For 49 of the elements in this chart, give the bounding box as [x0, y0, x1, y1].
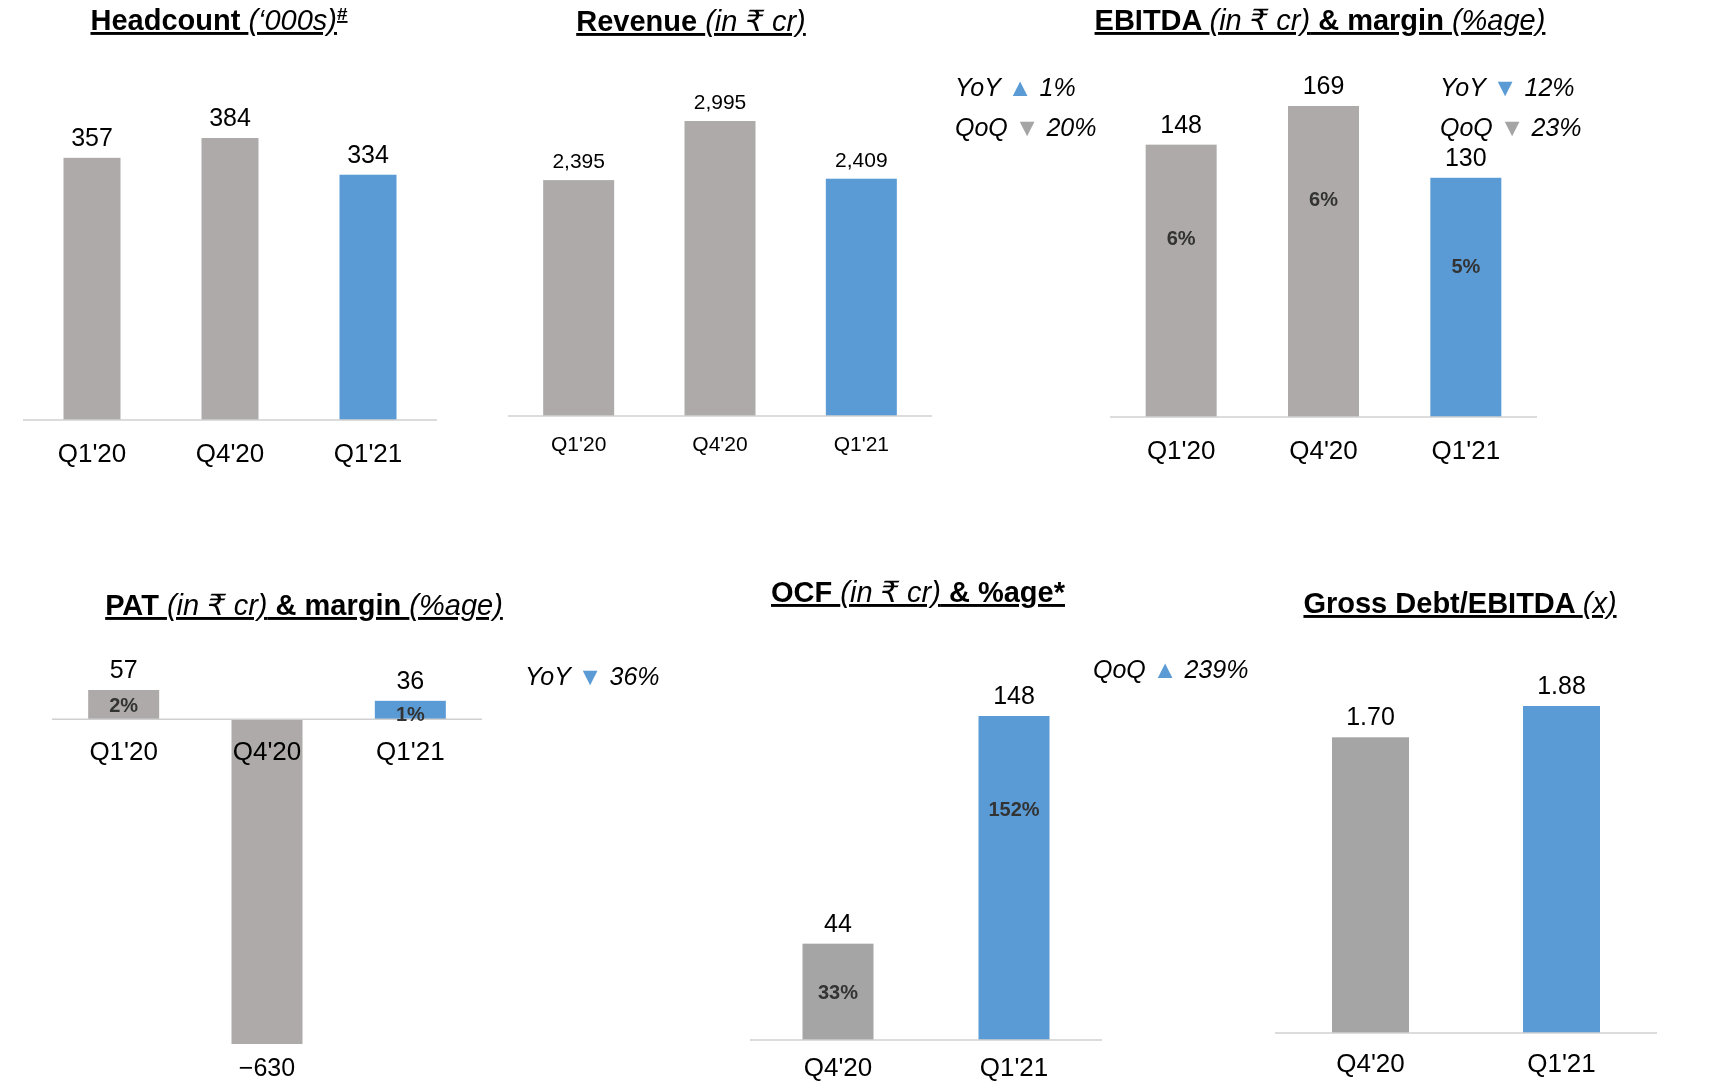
x-tick-label: Q1'21	[376, 736, 445, 766]
x-tick-label: Q4'20	[1289, 435, 1358, 465]
data-label: 130	[1444, 142, 1487, 171]
annotation: 6%	[1166, 226, 1196, 249]
data-label: 2,395	[552, 149, 605, 173]
x-tick-label: Q4'20	[195, 438, 265, 468]
x-tick-label: Q4'20	[803, 1052, 873, 1082]
data-label: 44	[824, 908, 852, 937]
annotation: 6%	[1309, 188, 1339, 210]
annotation: 152%	[988, 798, 1040, 820]
x-tick-label: Q1'21	[833, 432, 890, 455]
data-label: 1.70	[1346, 702, 1395, 731]
text: QoQ ▲ 239%	[1093, 655, 1249, 683]
data-label: 1.88	[1537, 671, 1586, 699]
x-tick-label: Q1'21	[1527, 1048, 1596, 1078]
x-tick-label: Q4'20	[1336, 1048, 1405, 1078]
data-label: 2,995	[693, 90, 747, 113]
data-label: 357	[71, 122, 113, 151]
x-tick-label: Q4'20	[692, 432, 748, 455]
data-label: 334	[347, 139, 389, 168]
annotation: QoQ ▼ 23%	[1440, 113, 1582, 141]
chart-title: Revenue (in ₹ cr)	[576, 5, 806, 37]
text: YoY ▼ 12%	[1440, 73, 1575, 101]
text: QoQ ▼ 20%	[955, 113, 1097, 141]
data-label: 57	[109, 655, 138, 683]
annotation: 33%	[817, 980, 859, 1003]
data-label: 2,409	[835, 147, 888, 171]
text: YoY ▼ 36%	[525, 662, 660, 690]
x-tick-label: Q1'20	[89, 736, 158, 766]
x-tick-label: Q1'20	[57, 438, 127, 468]
x-tick-label: Q1'20	[1146, 435, 1216, 465]
x-tick-label: Q1'20	[550, 432, 607, 455]
x-tick-label: Q4'20	[232, 736, 302, 766]
data-label: 36	[396, 665, 425, 694]
data-label: 169	[1302, 71, 1345, 99]
data-label: 148	[993, 681, 1035, 709]
data-label: 148	[1160, 109, 1203, 138]
annotation: 5%	[1451, 255, 1481, 278]
chart-title: EBITDA (in ₹ cr) & margin (%age)	[1094, 4, 1546, 36]
text: YoY ▲ 1%	[955, 73, 1076, 101]
chart-title: OCF (in ₹ cr) & %age*	[771, 576, 1066, 608]
x-tick-label: Q1'21	[979, 1052, 1049, 1082]
annotation: 2%	[109, 693, 139, 716]
x-tick-label: Q1'21	[1431, 435, 1501, 465]
data-label: −630	[238, 1053, 296, 1081]
chart-title: Gross Debt/EBITDA (x)	[1303, 587, 1617, 619]
chart-title: PAT (in ₹ cr) & margin (%age)	[105, 589, 503, 621]
data-label: 384	[209, 103, 251, 131]
x-tick-label: Q1'21	[333, 438, 403, 468]
